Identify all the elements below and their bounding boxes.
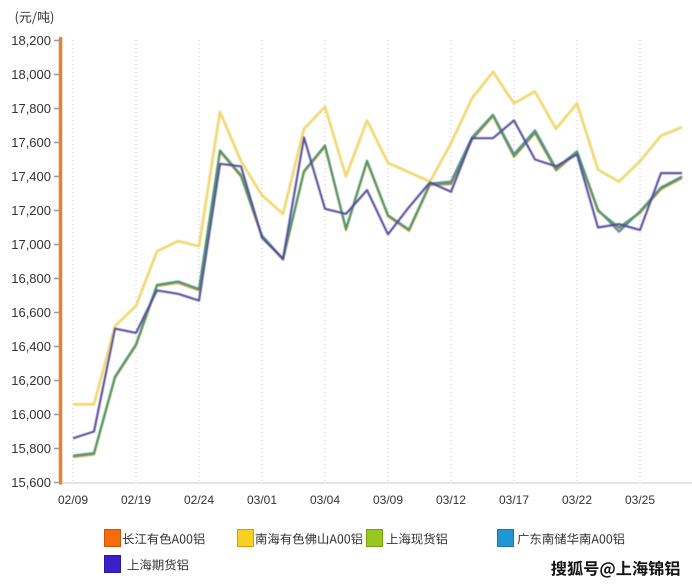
svg-text:03/25: 03/25 [625,493,655,507]
svg-text:18,000: 18,000 [11,67,51,82]
svg-text:17,800: 17,800 [11,101,51,116]
svg-text:15,800: 15,800 [11,441,51,456]
svg-text:16,200: 16,200 [11,373,51,388]
svg-text:03/17: 03/17 [499,493,529,507]
svg-text:03/12: 03/12 [436,493,466,507]
svg-text:16,600: 16,600 [11,305,51,320]
svg-text:17,400: 17,400 [11,169,51,184]
svg-text:16,400: 16,400 [11,339,51,354]
svg-text:17,600: 17,600 [11,135,51,150]
svg-text:17,200: 17,200 [11,203,51,218]
svg-text:16,000: 16,000 [11,407,51,422]
svg-text:16,800: 16,800 [11,271,51,286]
svg-text:03/04: 03/04 [310,493,340,507]
svg-text:03/01: 03/01 [247,493,277,507]
svg-text:02/24: 02/24 [184,493,214,507]
svg-text:03/22: 03/22 [562,493,592,507]
svg-text:17,000: 17,000 [11,237,51,252]
svg-text:18,200: 18,200 [11,33,51,48]
svg-text:02/19: 02/19 [121,493,151,507]
svg-text:02/09: 02/09 [58,493,88,507]
svg-text:15,600: 15,600 [11,475,51,490]
svg-text:03/09: 03/09 [373,493,403,507]
